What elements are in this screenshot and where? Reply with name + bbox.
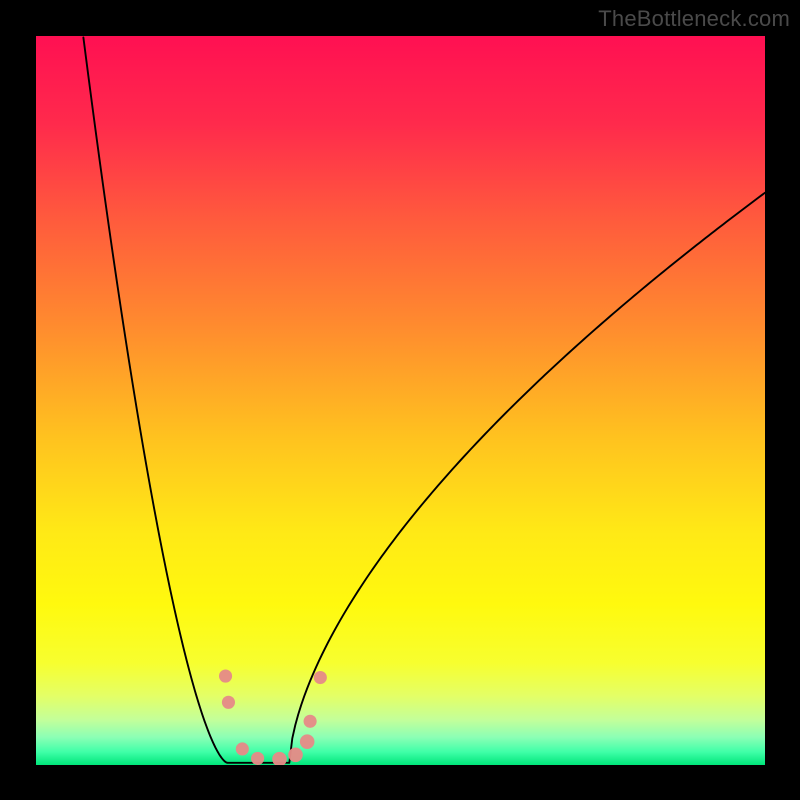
right-curve: [258, 193, 765, 763]
valley-marker: [272, 752, 287, 765]
watermark-text: TheBottleneck.com: [598, 6, 790, 32]
left-curve: [83, 37, 258, 762]
valley-marker: [251, 752, 264, 765]
valley-marker: [304, 715, 317, 728]
plot-area: [36, 36, 765, 765]
valley-marker: [288, 748, 303, 763]
valley-marker: [300, 734, 315, 749]
valley-marker: [314, 671, 327, 684]
valley-marker: [222, 696, 235, 709]
valley-marker: [219, 670, 232, 683]
valley-marker: [236, 742, 249, 755]
chart-container: TheBottleneck.com: [0, 0, 800, 800]
valley-markers: [219, 670, 327, 765]
curve-layer: [36, 36, 765, 765]
